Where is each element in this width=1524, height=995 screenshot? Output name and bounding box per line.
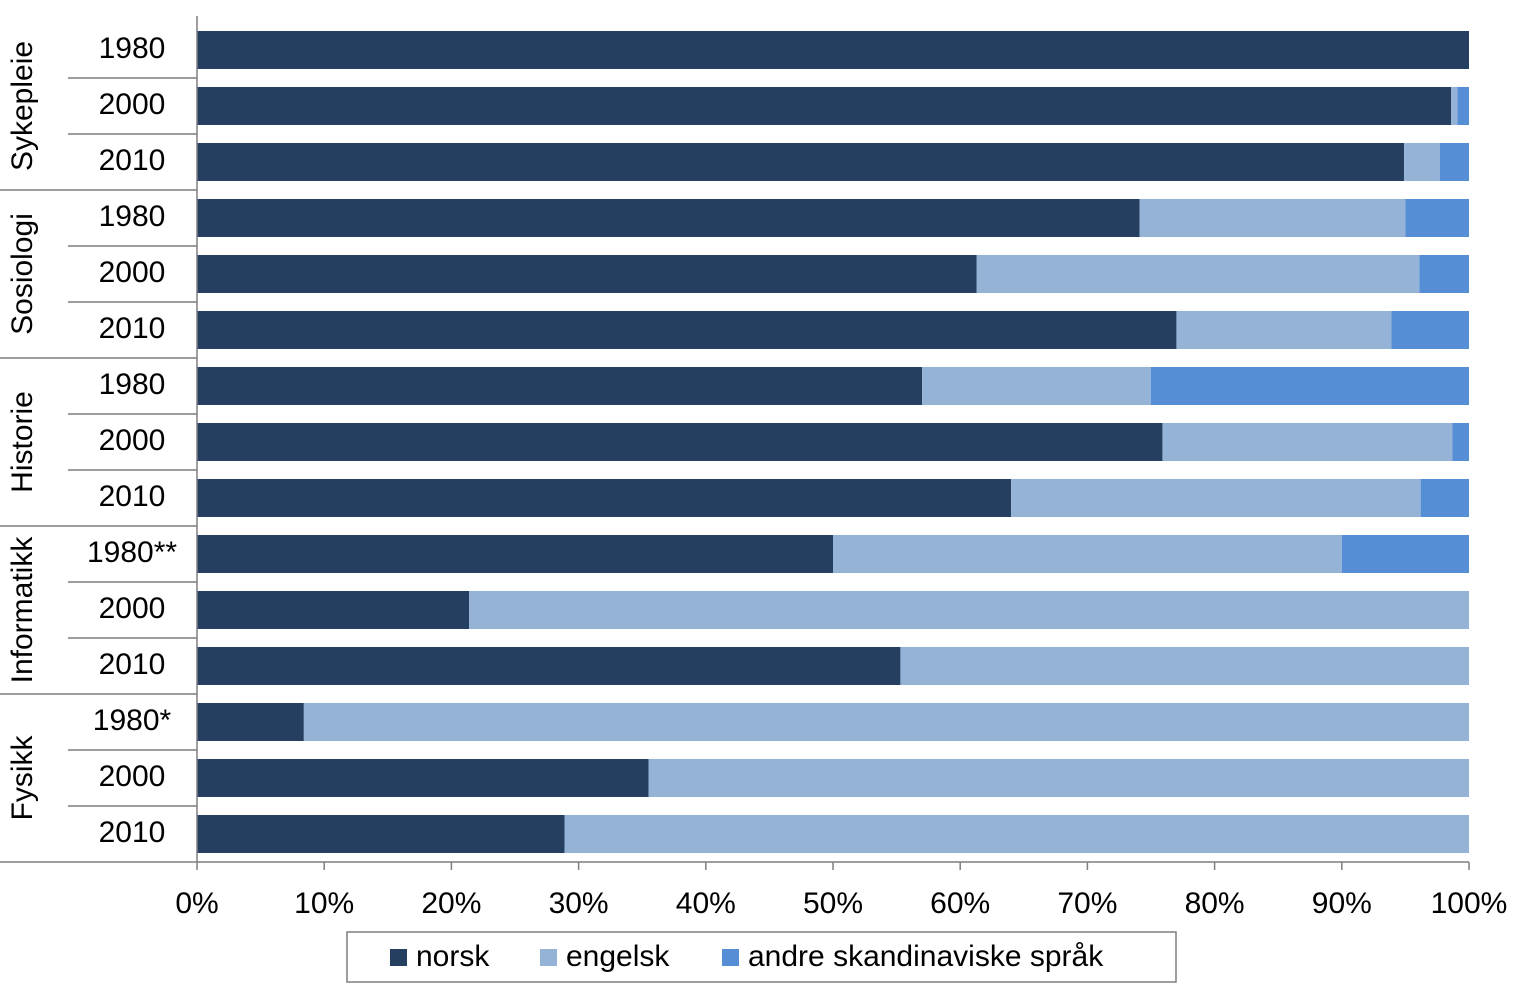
category-label: 2000 (99, 256, 166, 289)
category-label: 1980 (99, 32, 166, 65)
bar-segment (197, 423, 1163, 461)
bar-segment (197, 255, 977, 293)
x-tick-label: 100% (1431, 887, 1508, 920)
bar-segment (1162, 423, 1453, 461)
category-label: 2000 (99, 424, 166, 457)
bar-segment (1011, 479, 1421, 517)
bar-segment (1151, 367, 1469, 405)
x-tick-label: 40% (676, 887, 736, 920)
x-tick-label: 10% (294, 887, 354, 920)
category-label: 2000 (99, 760, 166, 793)
legend-box (346, 931, 1177, 983)
bar-segment (976, 255, 1420, 293)
bar-segment (1452, 423, 1469, 461)
category-label: 1980 (99, 368, 166, 401)
legend-swatch (540, 949, 557, 966)
x-tick-label: 60% (930, 887, 990, 920)
bar-segment (1451, 87, 1458, 125)
bar-segment (564, 815, 1469, 853)
bar-segment (197, 479, 1012, 517)
bar-segment (1176, 311, 1392, 349)
bar-segment (197, 199, 1140, 237)
bar-segment (303, 703, 1469, 741)
bar-segment (1419, 255, 1469, 293)
category-label: 1980** (87, 536, 177, 569)
bar-segment (197, 87, 1452, 125)
legend-swatch (722, 949, 739, 966)
bar-segment (1405, 199, 1469, 237)
x-tick-label: 30% (549, 887, 609, 920)
category-label: 2010 (99, 648, 166, 681)
bar-segment (197, 759, 649, 797)
bar-segment (197, 815, 565, 853)
category-label: 2010 (99, 312, 166, 345)
bar-segment (197, 311, 1177, 349)
legend-swatch (390, 949, 407, 966)
bar-segment (1391, 311, 1469, 349)
bar-segment (900, 647, 1469, 685)
category-label: 2000 (99, 88, 166, 121)
x-tick-label: 50% (803, 887, 863, 920)
legend-label: andre skandinaviske språk (748, 940, 1104, 973)
bar-segment (1139, 199, 1406, 237)
bar-segment (469, 591, 1469, 629)
bar-segment (1404, 143, 1440, 181)
category-label: 2010 (99, 480, 166, 513)
bar-segment (197, 703, 304, 741)
bar-segment (1420, 479, 1469, 517)
bar-segment (197, 143, 1405, 181)
group-label: Fysikk (6, 735, 39, 821)
group-label: Sykepleie (6, 41, 39, 171)
x-tick-label: 20% (421, 887, 481, 920)
category-label: 2010 (99, 816, 166, 849)
category-label: 1980* (93, 704, 172, 737)
x-tick-label: 0% (175, 887, 218, 920)
category-label: 2000 (99, 592, 166, 625)
bar-segment (1457, 87, 1469, 125)
group-label: Informatikk (6, 536, 39, 684)
legend-label: norsk (416, 940, 490, 973)
bar-segment (922, 367, 1151, 405)
x-tick-label: 70% (1057, 887, 1117, 920)
bar-segment (197, 31, 1469, 69)
bar-segment (1439, 143, 1469, 181)
bar-segment (833, 535, 1342, 573)
x-tick-label: 80% (1185, 887, 1245, 920)
bar-segment (197, 535, 833, 573)
legend-label: engelsk (566, 940, 670, 973)
bar-segment (648, 759, 1469, 797)
group-label: Sosiologi (6, 213, 39, 335)
x-tick-label: 90% (1312, 887, 1372, 920)
bar-segment (197, 367, 923, 405)
group-label: Historie (6, 391, 39, 493)
bar-segment (197, 591, 470, 629)
bar-segment (1341, 535, 1469, 573)
category-label: 1980 (99, 200, 166, 233)
category-label: 2010 (99, 144, 166, 177)
bar-segment (197, 647, 901, 685)
